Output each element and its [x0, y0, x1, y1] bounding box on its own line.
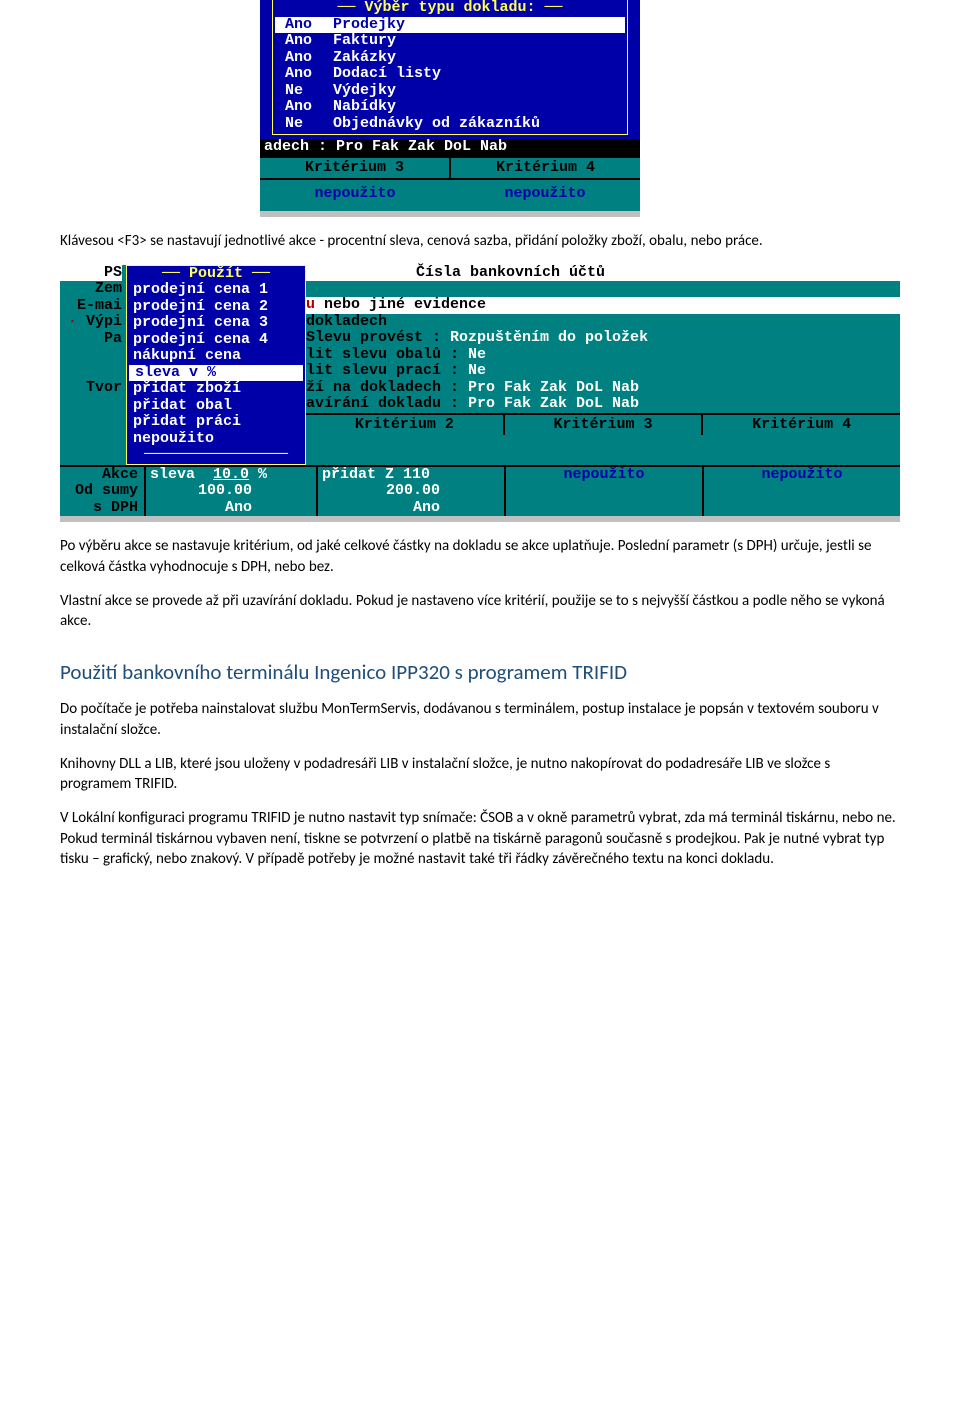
row-label: Zakázky [333, 49, 396, 66]
popup-item[interactable]: prodejní cena 2 [127, 299, 305, 316]
document-page: ── Výběr typu dokladu: ── AnoProdejkyAno… [0, 0, 960, 943]
popup-item[interactable]: přidat obal [127, 398, 305, 415]
mid-value: Pro Fak Zak DoL Nab [459, 379, 639, 396]
left-label [60, 430, 122, 447]
popup-title: ── Výběr typu dokladu: ── [273, 0, 627, 17]
left-label: E-mai [60, 298, 122, 315]
c1v2: 100.00 [150, 483, 312, 500]
doc-type-row[interactable]: NeObjednávky od zákazníků [273, 116, 627, 133]
c3v: nepoužito [506, 467, 702, 484]
screenshot-1: ── Výběr typu dokladu: ── AnoProdejkyAno… [260, 0, 900, 217]
mid-red: u [306, 296, 315, 313]
popup-item[interactable]: přidat práci [127, 414, 305, 431]
row-flag: Ano [285, 17, 333, 34]
row-label: Prodejky [333, 16, 405, 33]
screenshot-2: PSZemE-mai· VýpiPa Tvor ── Použít ── pro… [60, 265, 900, 523]
mid-value: Ne [459, 346, 486, 363]
row-flag: Ne [285, 83, 333, 100]
left-label: · Výpi [60, 314, 122, 331]
mid-line: dokladech [306, 314, 900, 331]
mid-label: lit slevu prací : [306, 362, 459, 379]
doc-type-row[interactable]: AnoDodací listy [273, 66, 627, 83]
mid-label: avírání dokladu : [306, 395, 459, 412]
mid-label: lit slevu obalů : [306, 346, 459, 363]
mid-line: avírání dokladu : Pro Fak Zak DoL Nab [306, 396, 900, 413]
doc-type-row[interactable]: AnoFaktury [273, 33, 627, 50]
left-label: Pa [60, 331, 122, 348]
krit2: Kritérium 2 [306, 415, 505, 436]
paragraph-1: Klávesou <F3> se nastavují jednotlivé ak… [60, 231, 900, 251]
popup-item[interactable]: sleva v % [129, 365, 303, 382]
mid-black: nebo jiné evidence [315, 296, 486, 313]
mid-label: ží na dokladech : [306, 379, 459, 396]
krit3-value: nepoužito [314, 185, 395, 202]
c2v2: 200.00 [322, 483, 500, 500]
left-label [60, 364, 122, 381]
mid-line: lit slevu obalů : Ne [306, 347, 900, 364]
c1v1: sleva 10.0 % [150, 466, 267, 483]
paragraph-3: Vlastní akce se provede až při uzavírání… [60, 591, 900, 632]
doc-type-row[interactable]: AnoZakázky [273, 50, 627, 67]
row-flag: Ano [285, 50, 333, 67]
popup-item[interactable]: prodejní cena 4 [127, 332, 305, 349]
row-flag: Ano [285, 33, 333, 50]
left-label [60, 413, 122, 430]
popup-item[interactable]: prodejní cena 1 [127, 282, 305, 299]
mid-value: Ne [459, 362, 486, 379]
doc-type-row[interactable]: NeVýdejky [273, 83, 627, 100]
left-label [60, 347, 122, 364]
row-flag: Ano [285, 99, 333, 116]
mid-line: Slevu provést : Rozpuštěním do položek [306, 330, 900, 347]
krit4b: Kritérium 4 [703, 415, 900, 436]
c4v: nepoužito [704, 467, 900, 484]
krit4-value: nepoužito [504, 185, 585, 202]
mid-line: lit slevu prací : Ne [306, 363, 900, 380]
bl1: Akce [60, 467, 138, 484]
paragraph-6: V Lokální konfiguraci programu TRIFID je… [60, 808, 900, 869]
c1v3: Ano [150, 500, 312, 517]
krit3-header: Kritérium 3 [260, 158, 451, 179]
doc-type-row[interactable]: AnoProdejky [275, 17, 625, 34]
left-label: Zem [60, 281, 122, 298]
paragraph-2: Po výběru akce se nastavuje kritérium, o… [60, 536, 900, 577]
mid-label: Slevu provést : [306, 329, 441, 346]
section-heading: Použití bankovního terminálu Ingenico IP… [60, 659, 900, 685]
header-title: Čísla bankovních účtů [306, 265, 900, 282]
popup2-title: ── Použít ── [127, 266, 305, 283]
c2v1: přidat Z 110 [322, 467, 500, 484]
status-line: adech : Pro Fak Zak DoL Nab [260, 139, 640, 156]
left-label: PS [60, 265, 122, 282]
row-flag: Ano [285, 66, 333, 83]
paragraph-4: Do počítače je potřeba nainstalovat služ… [60, 699, 900, 740]
mid-value: Rozpuštěním do položek [441, 329, 648, 346]
left-label [60, 397, 122, 414]
paragraph-5: Knihovny DLL a LIB, které jsou uloženy v… [60, 754, 900, 795]
mid-value: Pro Fak Zak DoL Nab [459, 395, 639, 412]
left-label: Tvor [60, 380, 122, 397]
doc-type-row[interactable]: AnoNabídky [273, 99, 627, 116]
popup-item[interactable]: přidat zboží [127, 381, 305, 398]
mid-label: dokladech [306, 313, 387, 330]
row-label: Výdejky [333, 82, 396, 99]
mid-line: ží na dokladech : Pro Fak Zak DoL Nab [306, 380, 900, 397]
popup-item[interactable]: nákupní cena [127, 348, 305, 365]
row-label: Dodací listy [333, 65, 441, 82]
c2v3: Ano [322, 500, 500, 517]
popup-item[interactable]: nepoužito [127, 431, 305, 448]
popup-item[interactable]: prodejní cena 3 [127, 315, 305, 332]
krit4-header: Kritérium 4 [451, 158, 640, 179]
row-label: Objednávky od zákazníků [333, 115, 540, 132]
bl2: Od sumy [60, 483, 138, 500]
krit3b: Kritérium 3 [505, 415, 704, 436]
bl3: s DPH [60, 500, 138, 517]
row-flag: Ne [285, 116, 333, 133]
row-label: Nabídky [333, 98, 396, 115]
row-label: Faktury [333, 32, 396, 49]
